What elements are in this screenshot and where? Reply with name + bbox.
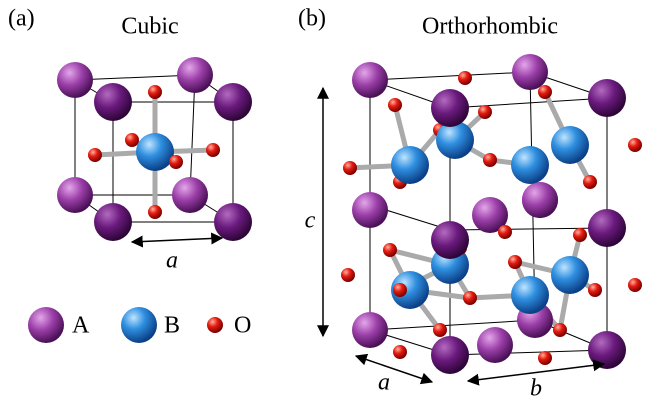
cell-edge <box>190 75 195 195</box>
atom <box>588 209 626 247</box>
atom <box>436 121 474 159</box>
atom <box>148 205 162 219</box>
atom <box>206 143 220 157</box>
atom <box>352 62 388 98</box>
atom <box>628 278 642 292</box>
legend-label: A <box>72 313 90 339</box>
atom <box>483 153 497 167</box>
atom <box>388 98 402 112</box>
atom <box>172 177 208 213</box>
atom <box>583 175 597 189</box>
axis-label: a <box>378 370 390 396</box>
atom <box>588 283 602 297</box>
atom <box>94 203 132 241</box>
atom <box>478 105 492 119</box>
atom <box>148 85 162 99</box>
cell-edge <box>450 98 607 108</box>
atom <box>433 323 447 337</box>
atom <box>57 177 93 213</box>
atom <box>214 83 252 121</box>
cell-edge <box>75 75 195 80</box>
atom <box>136 133 174 171</box>
atom <box>551 126 589 164</box>
atom <box>508 255 522 269</box>
atom <box>352 192 388 228</box>
atom <box>341 268 355 282</box>
axis-label: a <box>166 248 178 274</box>
panel-title: Orthorhombic <box>422 14 558 40</box>
atom <box>393 345 407 359</box>
axis-label: c <box>305 208 316 234</box>
cell-edge <box>450 350 607 355</box>
atom <box>511 276 549 314</box>
axis-label: b <box>530 376 542 401</box>
atom <box>88 148 102 162</box>
panel-label: (a) <box>8 6 35 32</box>
atom <box>352 312 388 348</box>
atom <box>511 146 549 184</box>
panel-label: (b) <box>298 6 326 32</box>
atom <box>343 161 357 175</box>
atom <box>522 182 558 218</box>
atom <box>431 89 469 127</box>
panel-title: Cubic <box>121 14 178 40</box>
figure: (a) Cubic (b) Orthorhombic a c a b A B O <box>0 0 647 401</box>
atom <box>125 133 139 147</box>
atom <box>177 57 213 93</box>
atom <box>498 225 512 239</box>
arrow <box>132 238 222 242</box>
legend-label: O <box>234 313 251 339</box>
atom <box>391 146 429 184</box>
legend-label: B <box>164 313 180 339</box>
atom <box>431 221 469 259</box>
arrow <box>356 356 432 382</box>
atom <box>94 83 132 121</box>
atom <box>383 243 397 257</box>
cell-edge <box>370 320 535 330</box>
atom <box>463 291 477 305</box>
legend-swatch <box>121 307 157 343</box>
legend-swatch <box>28 307 64 343</box>
atom <box>431 336 469 374</box>
atom <box>553 323 567 337</box>
atom <box>538 351 552 365</box>
atom <box>538 85 552 99</box>
atom <box>57 62 93 98</box>
atom <box>214 203 252 241</box>
atom <box>477 327 513 363</box>
legend-swatch <box>207 317 223 333</box>
atom <box>551 256 589 294</box>
atom <box>588 79 626 117</box>
atom <box>169 155 183 169</box>
atom <box>393 283 407 297</box>
atom <box>588 331 626 369</box>
cell-edge <box>370 72 530 80</box>
atom <box>573 228 587 242</box>
atom <box>628 138 642 152</box>
atom <box>458 71 472 85</box>
atom <box>512 54 548 90</box>
